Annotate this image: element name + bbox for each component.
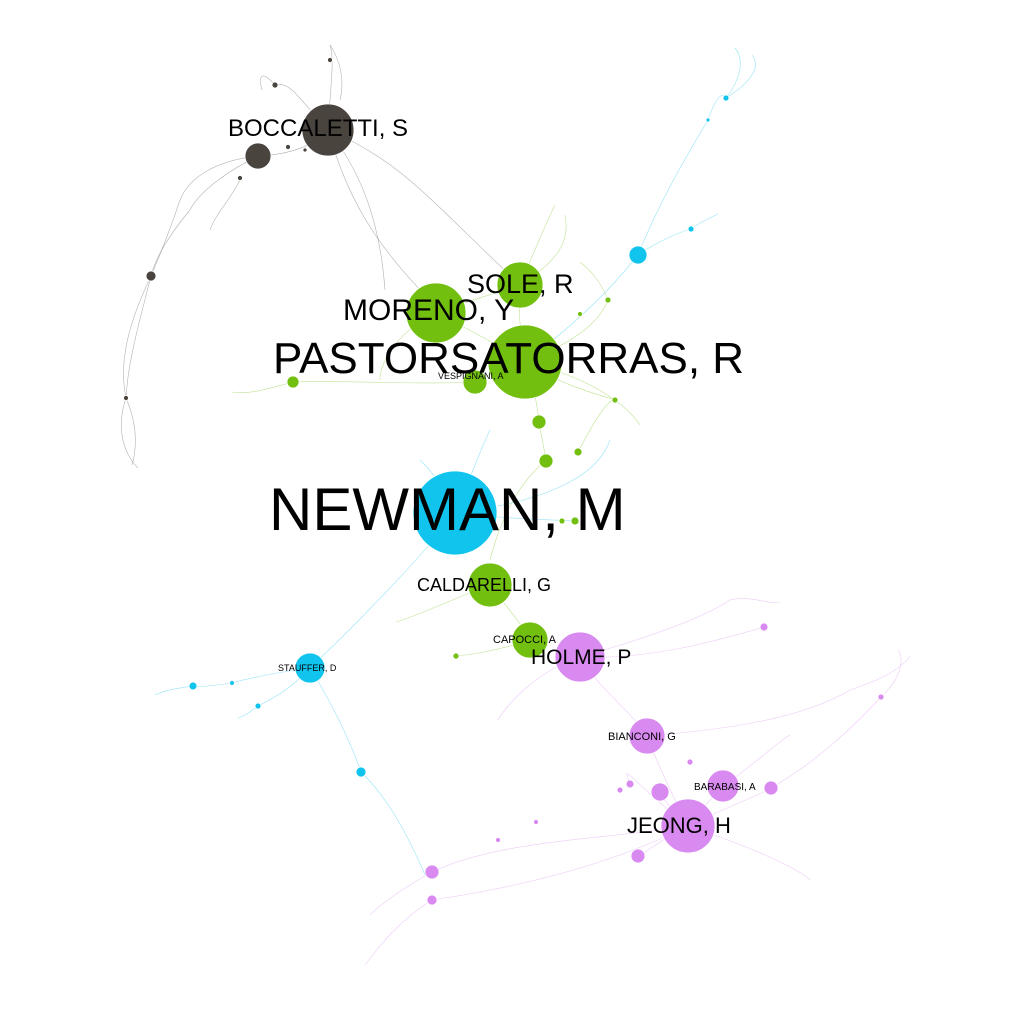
cyan-node-small[interactable]: [705, 117, 711, 123]
node-labels: BOCCALETTI, S SOLE, R MORENO, Y PASTORSA…: [228, 115, 756, 838]
gray-node-small[interactable]: [271, 81, 279, 89]
label-moreno: MORENO, Y: [343, 294, 514, 327]
cyan-node-small[interactable]: [687, 225, 695, 233]
violet-node-small[interactable]: [616, 786, 624, 794]
jeong-node[interactable]: [660, 798, 716, 854]
green-node-small[interactable]: [570, 516, 580, 526]
violet-cluster-nodes: [424, 622, 885, 906]
label-pastorsatorras: PASTORSATORRAS, R: [273, 334, 744, 383]
green-node-small[interactable]: [452, 652, 460, 660]
green-node-small[interactable]: [577, 311, 583, 317]
cyan-cluster-nodes: [188, 94, 730, 778]
boccaletti-node[interactable]: [301, 103, 355, 157]
gray-node-small[interactable]: [302, 147, 308, 153]
cyan-node-small[interactable]: [229, 680, 235, 686]
label-vespignani: VESPIGNANI, A: [438, 371, 504, 381]
green-node-small[interactable]: [611, 396, 619, 404]
cyan-node-small[interactable]: [355, 766, 367, 778]
label-holme: HOLME, P: [531, 646, 631, 669]
violet-node-small[interactable]: [759, 622, 769, 632]
label-sole: SOLE, R: [467, 269, 574, 299]
violet-node-small[interactable]: [630, 848, 646, 864]
label-capocci: CAPOCCI, A: [493, 634, 557, 646]
label-boccaletti: BOCCALETTI, S: [228, 115, 408, 142]
green-node-small[interactable]: [573, 447, 583, 457]
green-node-small[interactable]: [558, 517, 566, 525]
violet-node-small[interactable]: [426, 894, 438, 906]
label-jeong: JEONG, H: [627, 813, 731, 838]
violet-node-small[interactable]: [625, 779, 635, 789]
cyan-node-small[interactable]: [722, 94, 730, 102]
vespignani-node[interactable]: [462, 369, 488, 395]
gray-node-small[interactable]: [327, 57, 333, 63]
green-cluster-nodes: [286, 261, 619, 660]
label-bianconi: BIANCONI, G: [608, 731, 676, 743]
capocci-node[interactable]: [511, 621, 549, 659]
cyan-node-small[interactable]: [188, 681, 198, 691]
bianconi-node[interactable]: [628, 717, 666, 755]
violet-node-small[interactable]: [763, 780, 779, 796]
violet-node-small[interactable]: [650, 782, 670, 802]
sole-node[interactable]: [496, 261, 544, 309]
green-node-small[interactable]: [604, 296, 612, 304]
gray-node-small[interactable]: [237, 175, 243, 181]
newman-node[interactable]: [412, 470, 498, 556]
moreno-node[interactable]: [405, 282, 467, 344]
cyan-cluster-edges: [154, 47, 756, 876]
gray-node-small[interactable]: [145, 270, 157, 282]
cyan-node-small[interactable]: [254, 702, 262, 710]
label-newman: NEWMAN, M: [269, 476, 626, 543]
green-node-small[interactable]: [531, 414, 547, 430]
holme-node[interactable]: [554, 631, 606, 683]
violet-cluster-edges: [364, 598, 911, 966]
violet-node-small[interactable]: [686, 758, 694, 766]
barabasi-node[interactable]: [706, 769, 740, 803]
caldarelli-node[interactable]: [467, 562, 513, 608]
violet-node-small[interactable]: [533, 819, 539, 825]
label-caldarelli: CALDARELLI, G: [417, 575, 551, 595]
green-node-small[interactable]: [286, 375, 300, 389]
violet-node-small[interactable]: [877, 693, 885, 701]
label-stauffer: STAUFFER, D: [278, 663, 337, 673]
gray-node-small[interactable]: [285, 144, 291, 150]
violet-node-small[interactable]: [495, 837, 501, 843]
cyan-node-small[interactable]: [628, 245, 648, 265]
label-barabasi: BARABASI, A: [694, 782, 756, 793]
green-node-small[interactable]: [538, 453, 554, 469]
stauffer-node[interactable]: [294, 652, 326, 684]
gray-node-secondary[interactable]: [244, 142, 272, 170]
violet-node-small[interactable]: [424, 864, 440, 880]
pastorsatorras-node[interactable]: [487, 324, 563, 400]
gray-node-small[interactable]: [123, 395, 129, 401]
gray-cluster-nodes: [123, 57, 355, 401]
